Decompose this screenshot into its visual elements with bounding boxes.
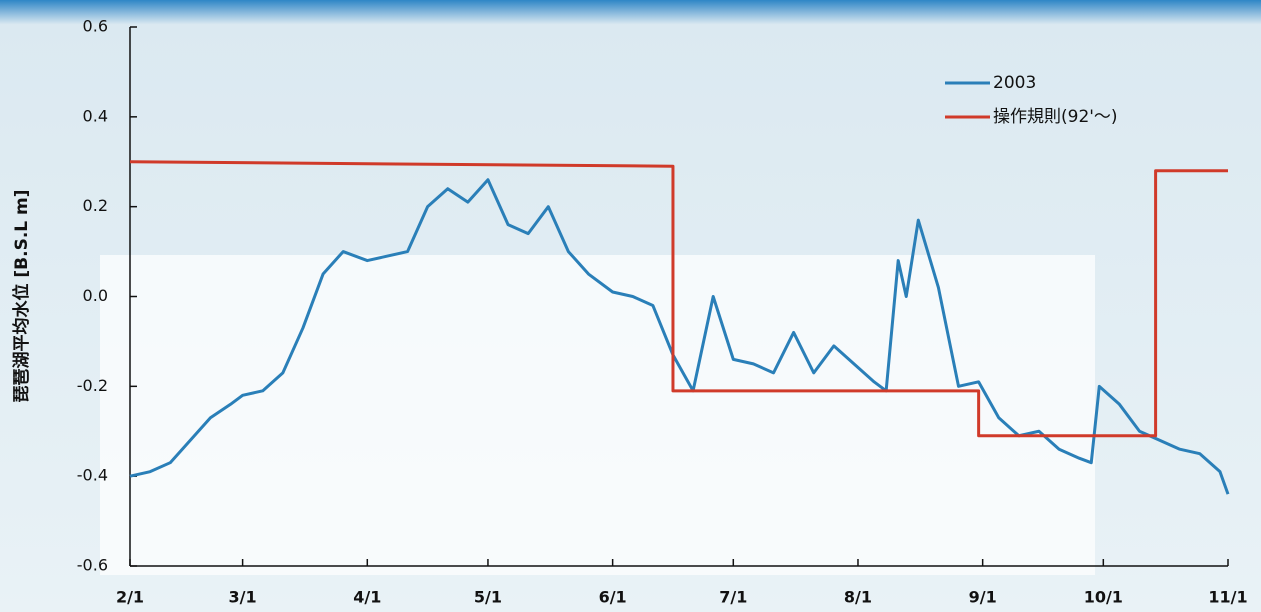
x-tick-label: 6/1 [599, 588, 627, 607]
y-tick-label: 0.6 [83, 17, 108, 36]
y-tick-label: 0.2 [83, 196, 108, 215]
x-tick-label: 3/1 [229, 588, 257, 607]
y-tick-label: -0.6 [77, 556, 108, 575]
x-tick-label: 10/1 [1084, 588, 1123, 607]
y-tick-label: 0.4 [83, 106, 108, 125]
x-tick-label: 9/1 [969, 588, 997, 607]
y-axis-label: 琵琶湖平均水位 [B.S.L m] [11, 189, 32, 402]
x-tick-label: 8/1 [844, 588, 872, 607]
x-tick-label: 2/1 [116, 588, 144, 607]
x-tick-label: 11/1 [1208, 588, 1247, 607]
y-tick-label: -0.2 [77, 376, 108, 395]
line-series [129, 178, 1230, 495]
legend-label: 操作規則(92'〜) [993, 107, 1118, 127]
legend-label: 2003 [993, 73, 1036, 93]
panel [100, 255, 1095, 575]
y-tick-label: 0.0 [83, 286, 108, 305]
line-series [129, 160, 1228, 438]
y-tick-label: -0.4 [77, 466, 108, 485]
x-tick-label: 7/1 [719, 588, 747, 607]
x-tick-label: 5/1 [474, 588, 502, 607]
x-tick-label: 4/1 [353, 588, 381, 607]
